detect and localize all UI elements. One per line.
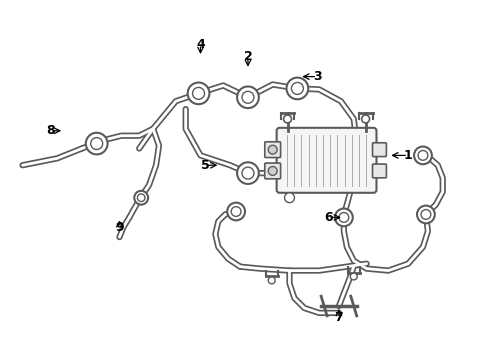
Circle shape — [421, 210, 431, 219]
Circle shape — [417, 206, 435, 223]
Circle shape — [284, 115, 292, 123]
Circle shape — [137, 194, 145, 202]
Text: 1: 1 — [404, 149, 413, 162]
Circle shape — [350, 273, 357, 280]
Text: 8: 8 — [46, 124, 54, 137]
Text: 3: 3 — [313, 70, 321, 83]
Text: 6: 6 — [325, 211, 333, 224]
FancyBboxPatch shape — [265, 163, 281, 179]
Circle shape — [292, 82, 303, 94]
Circle shape — [134, 191, 148, 204]
FancyBboxPatch shape — [372, 143, 387, 157]
Circle shape — [339, 212, 349, 222]
FancyBboxPatch shape — [277, 128, 376, 193]
Circle shape — [231, 207, 241, 216]
Circle shape — [237, 86, 259, 108]
Circle shape — [287, 78, 308, 99]
Circle shape — [188, 82, 209, 104]
Circle shape — [268, 277, 275, 284]
Circle shape — [268, 167, 277, 175]
Text: 9: 9 — [115, 221, 124, 234]
FancyBboxPatch shape — [265, 142, 281, 158]
Text: 5: 5 — [201, 159, 210, 172]
Circle shape — [242, 167, 254, 179]
Circle shape — [414, 147, 432, 164]
Text: 2: 2 — [244, 50, 252, 63]
Circle shape — [362, 115, 369, 123]
Circle shape — [268, 145, 277, 154]
Circle shape — [335, 208, 353, 226]
Circle shape — [227, 203, 245, 220]
FancyBboxPatch shape — [372, 164, 387, 178]
Circle shape — [237, 162, 259, 184]
Circle shape — [193, 87, 204, 99]
Circle shape — [242, 91, 254, 103]
Text: 4: 4 — [196, 38, 205, 51]
Circle shape — [86, 133, 108, 154]
Circle shape — [418, 150, 428, 160]
Text: 7: 7 — [335, 311, 343, 324]
Circle shape — [91, 138, 103, 149]
Circle shape — [285, 193, 294, 203]
